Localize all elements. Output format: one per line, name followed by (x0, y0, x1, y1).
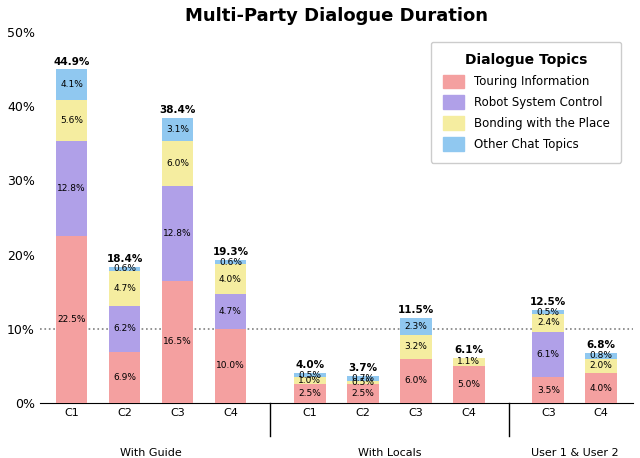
Bar (214, 294, 246, 329)
Text: 3.7%: 3.7% (348, 363, 378, 373)
Text: 10.0%: 10.0% (216, 361, 245, 371)
Text: 1.0%: 1.0% (298, 376, 321, 385)
Text: 16.5%: 16.5% (163, 338, 192, 346)
Bar (400, 359, 432, 403)
Text: 4.7%: 4.7% (113, 284, 136, 293)
Text: 3.2%: 3.2% (404, 342, 428, 351)
Text: With Locals: With Locals (358, 447, 421, 458)
Text: User 1 & User 2: User 1 & User 2 (531, 447, 619, 458)
Bar (162, 118, 193, 141)
Text: 0.7%: 0.7% (351, 374, 374, 383)
Text: 2.3%: 2.3% (404, 322, 428, 331)
Text: 4.0%: 4.0% (590, 384, 612, 393)
Bar (532, 310, 564, 314)
Bar (294, 373, 326, 377)
Text: 0.6%: 0.6% (113, 264, 136, 273)
Bar (162, 141, 193, 185)
Text: 12.5%: 12.5% (530, 297, 566, 307)
Text: 3.1%: 3.1% (166, 125, 189, 134)
Text: 5.0%: 5.0% (458, 380, 481, 389)
Text: 6.0%: 6.0% (404, 376, 428, 385)
Title: Multi-Party Dialogue Duration: Multi-Party Dialogue Duration (185, 7, 488, 25)
Text: 3.5%: 3.5% (537, 386, 560, 394)
Bar (56, 69, 88, 99)
Bar (586, 353, 617, 359)
Text: 12.8%: 12.8% (163, 229, 192, 238)
Bar (56, 236, 88, 403)
Text: 1.1%: 1.1% (458, 357, 481, 366)
Bar (56, 141, 88, 236)
Text: 11.5%: 11.5% (397, 305, 434, 315)
Text: 0.8%: 0.8% (590, 351, 612, 360)
Text: 6.0%: 6.0% (166, 159, 189, 168)
Bar (532, 377, 564, 403)
Text: 4.0%: 4.0% (219, 275, 242, 284)
Bar (400, 318, 432, 335)
Bar (532, 332, 564, 377)
Text: 6.8%: 6.8% (587, 340, 616, 349)
Text: 22.5%: 22.5% (58, 315, 86, 324)
Bar (532, 314, 564, 332)
Bar (347, 381, 379, 384)
Text: 5.6%: 5.6% (60, 116, 83, 125)
Text: 2.5%: 2.5% (351, 389, 374, 398)
Bar (347, 376, 379, 381)
Bar (109, 306, 140, 352)
Text: 6.9%: 6.9% (113, 373, 136, 382)
Bar (109, 267, 140, 271)
Text: 4.7%: 4.7% (219, 307, 242, 316)
Bar (162, 281, 193, 403)
Text: 0.5%: 0.5% (298, 371, 321, 380)
Bar (109, 271, 140, 306)
Bar (453, 366, 484, 403)
Text: 2.4%: 2.4% (537, 318, 560, 327)
Text: 6.1%: 6.1% (537, 350, 560, 359)
Bar (294, 384, 326, 403)
Text: 19.3%: 19.3% (212, 247, 248, 257)
Bar (214, 260, 246, 264)
Text: 6.2%: 6.2% (113, 324, 136, 333)
Bar (453, 358, 484, 366)
Bar (586, 359, 617, 373)
Bar (347, 384, 379, 403)
Text: 44.9%: 44.9% (53, 57, 90, 67)
Bar (214, 264, 246, 294)
Bar (109, 352, 140, 403)
Text: 0.6%: 0.6% (219, 257, 242, 267)
Text: 12.8%: 12.8% (57, 184, 86, 193)
Bar (56, 99, 88, 141)
Text: 4.1%: 4.1% (60, 80, 83, 89)
Text: 2.0%: 2.0% (590, 361, 612, 371)
Text: 0.5%: 0.5% (537, 308, 560, 316)
Text: 0.5%: 0.5% (351, 378, 374, 387)
Bar (586, 373, 617, 403)
Text: 6.1%: 6.1% (454, 345, 483, 355)
Text: 2.5%: 2.5% (298, 389, 321, 398)
Bar (400, 335, 432, 359)
Bar (162, 185, 193, 281)
Legend: Touring Information, Robot System Control, Bonding with the Place, Other Chat To: Touring Information, Robot System Contro… (431, 42, 621, 163)
Text: 18.4%: 18.4% (106, 254, 143, 263)
Bar (214, 329, 246, 403)
Text: With Guide: With Guide (120, 447, 182, 458)
Text: 38.4%: 38.4% (159, 105, 196, 115)
Text: 4.0%: 4.0% (296, 360, 324, 371)
Bar (294, 377, 326, 384)
